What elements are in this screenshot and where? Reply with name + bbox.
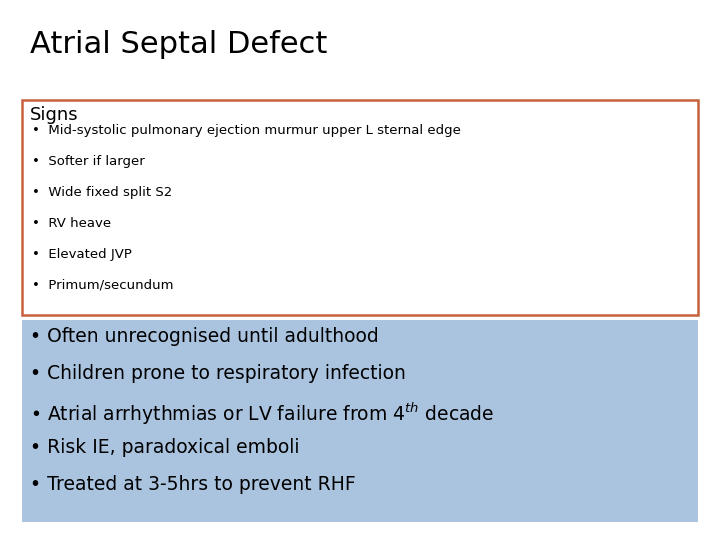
Text: •  Elevated JVP: • Elevated JVP xyxy=(32,248,132,261)
FancyBboxPatch shape xyxy=(22,320,698,522)
Text: •  Wide fixed split S2: • Wide fixed split S2 xyxy=(32,186,172,199)
Text: Signs: Signs xyxy=(30,106,78,124)
Text: Atrial Septal Defect: Atrial Septal Defect xyxy=(30,30,328,59)
Text: •  Softer if larger: • Softer if larger xyxy=(32,155,145,168)
Text: •  Primum/secundum: • Primum/secundum xyxy=(32,279,174,292)
FancyBboxPatch shape xyxy=(22,100,698,315)
Text: • Often unrecognised until adulthood: • Often unrecognised until adulthood xyxy=(30,327,379,346)
Text: • Atrial arrhythmias or LV failure from $4^{th}$ decade: • Atrial arrhythmias or LV failure from … xyxy=(30,401,495,427)
Text: • Children prone to respiratory infection: • Children prone to respiratory infectio… xyxy=(30,364,406,383)
Text: •  RV heave: • RV heave xyxy=(32,217,111,230)
Text: •  Mid-systolic pulmonary ejection murmur upper L sternal edge: • Mid-systolic pulmonary ejection murmur… xyxy=(32,124,461,137)
Text: • Treated at 3-5hrs to prevent RHF: • Treated at 3-5hrs to prevent RHF xyxy=(30,475,356,494)
Text: • Risk IE, paradoxical emboli: • Risk IE, paradoxical emboli xyxy=(30,438,300,457)
